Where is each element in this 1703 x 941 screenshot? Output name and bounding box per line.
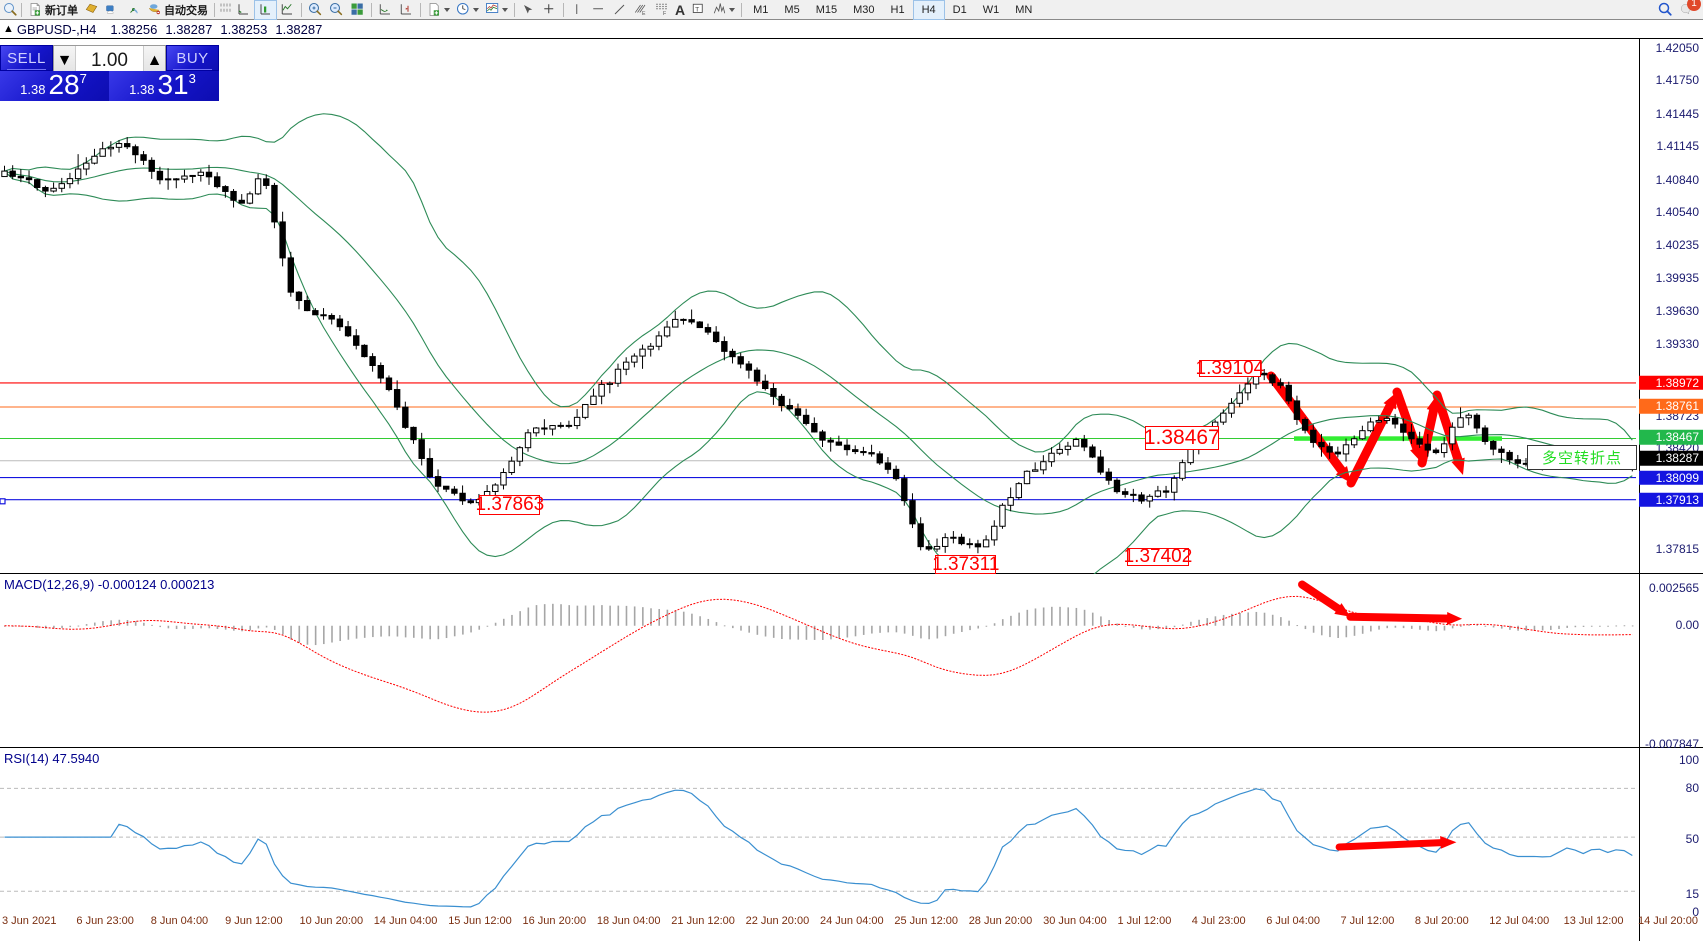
svg-text:T: T	[695, 6, 699, 13]
svg-text:E: E	[642, 11, 646, 17]
svg-text:F: F	[663, 11, 666, 17]
